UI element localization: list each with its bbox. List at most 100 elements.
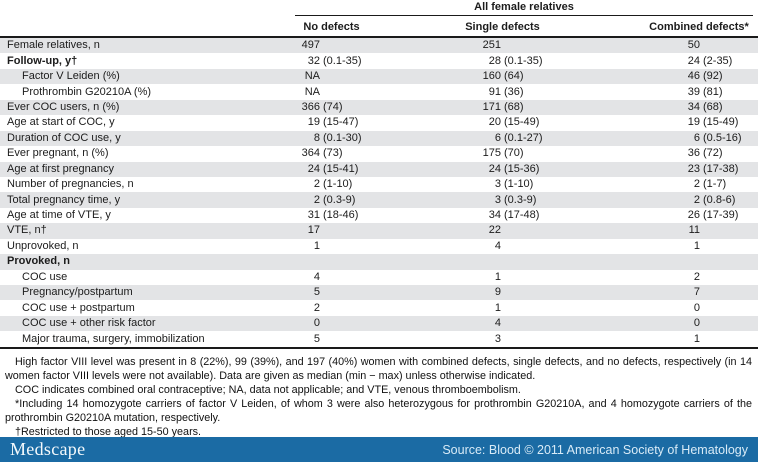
row-label: Ever COC users, n (%) [7, 100, 120, 113]
table-cell: 3 (1-10) [494, 178, 534, 191]
table-row: Pregnancy/postpartum 5 9 7 [0, 285, 758, 301]
column-header-row: No defects Single defects Combined defec… [0, 17, 758, 38]
table-cell: 20 (15-49) [488, 116, 540, 129]
row-label: Provoked, n [7, 255, 70, 268]
row-label: Follow-up, y† [7, 54, 78, 67]
row-label: Duration of COC use, y [7, 131, 121, 144]
table-row: COC use + other risk factor 0 4 0 [0, 315, 758, 332]
row-label: COC use + postpartum [22, 301, 135, 314]
row-label: Age at time of VTE, y [7, 209, 111, 222]
table-cell: 91 (36) [488, 85, 524, 98]
table-row: Major trauma, surgery, immobilization 5 3 1 [0, 331, 758, 346]
table-cell: NA [304, 70, 320, 83]
table-cell: 31 (18-46) [307, 209, 359, 222]
table-cell: 2 (1-10) [313, 178, 353, 191]
table-row: Prothrombin G20210A (%) NA 91 (36) 39 (81) [0, 84, 758, 99]
table-row: Ever pregnant, n (%) 364 (73) 175 (70) 36 (72) [0, 146, 758, 161]
footer-bar: Medscape Source: Blood © 2011 American S… [0, 437, 758, 462]
table-cell: 36 (72) [687, 147, 723, 160]
table-row: Unprovoked, n 1 4 1 [0, 239, 758, 254]
table-row: COC use + postpartum 2 1 0 [0, 300, 758, 315]
table-cell: 4 [494, 239, 501, 252]
row-label: Major trauma, surgery, immobilization [22, 332, 205, 345]
table-row: Number of pregnancies, n 2 (1-10) 3 (1-10) 2(… [0, 177, 758, 192]
table-cell: 2 [313, 301, 320, 314]
table-cell: 7 [693, 286, 700, 299]
table-row: Follow-up, y† 32 (0.1-35) 28 (0.1-35) 24 (2-35… [0, 53, 758, 68]
row-label: Female relatives, n [7, 39, 100, 52]
table-cell: 160 (64) [482, 70, 524, 83]
table-row: Total pregnancy time, y 2 (0.3-9) 3 (0.3-9) 2… [0, 192, 758, 208]
table-cell: 19 (15-47) [307, 116, 359, 129]
row-label: COC use + other risk factor [22, 317, 156, 330]
table-row: Duration of COC use, y 8 (0.1-30) 6 (0.1-27)… [0, 130, 758, 147]
table-cell: 1 [693, 332, 700, 345]
table-cell: 2 (0.8-6) [693, 193, 736, 206]
row-label: Ever pregnant, n (%) [7, 147, 109, 160]
table-cell: 39 (81) [687, 85, 723, 98]
table-row: VTE, n† 17 22 11 [0, 223, 758, 239]
table-cell: 5 [313, 286, 320, 299]
table-cell: 497 [301, 39, 320, 52]
table-cell: 19 (15-49) [687, 116, 739, 129]
table-cell: 24 (15-36) [488, 162, 540, 175]
table-cell: 22 [488, 224, 501, 237]
table-cell: 26 (17-39) [687, 209, 739, 222]
row-label: Number of pregnancies, n [7, 178, 134, 191]
row-label: Age at start of COC, y [7, 116, 115, 129]
table-cell: 5 [313, 332, 320, 345]
footnote: †Restricted to those aged 15-50 years. [15, 425, 202, 438]
table-cell: 0 [313, 317, 320, 330]
table-cell: 34 (17-48) [488, 209, 540, 222]
table-row: COC use 4 1 2 [0, 270, 758, 285]
column-header-combined-defects: Combined defects* [649, 20, 749, 33]
medscape-logo: Medscape [10, 439, 86, 459]
table-cell: 171 (68) [482, 100, 524, 113]
column-header-single-defects: Single defects [465, 20, 540, 33]
table-cell: 4 [494, 317, 501, 330]
row-label: Age at first pregnancy [7, 162, 115, 175]
row-label: Pregnancy/postpartum [22, 286, 133, 299]
table-cell: 46 (92) [687, 70, 723, 83]
footnote: High factor VIII level was present in 8 … [5, 355, 752, 382]
row-label: Unprovoked, n [7, 239, 79, 252]
table-cell: 50 [687, 39, 700, 52]
table-cell: 2 (0.3-9) [313, 193, 356, 206]
row-label: Prothrombin G20210A (%) [22, 85, 152, 98]
footnote: *Including 14 homozygote carriers of fac… [5, 397, 752, 424]
table-cell: 1 [693, 239, 700, 252]
row-label: Total pregnancy time, y [7, 193, 121, 206]
table-row: Factor V Leiden (%) NA 160 (64) 46 (92) [0, 68, 758, 85]
table-cell: 34 (68) [687, 100, 723, 113]
row-label: COC use [22, 270, 68, 283]
table-body: Female relatives, n 497 251 50 Follow-up, y†… [0, 38, 758, 349]
table-row: Provoked, n [0, 254, 758, 270]
table-cell: 17 [307, 224, 320, 237]
table-cell: 4 [313, 270, 320, 283]
column-header-no-defects: No defects [303, 20, 360, 33]
table-cell: 6 (0.5-16) [693, 131, 742, 144]
spanner-header: All female relatives [295, 0, 753, 16]
table-cell: 23 (17-38) [687, 162, 739, 175]
source-credit: Source: Blood © 2011 American Society of… [442, 442, 748, 457]
table-cell: 2 (1-7) [693, 178, 727, 191]
table-row: Ever COC users, n (%) 366 (74) 171 (68) 34 (68… [0, 99, 758, 116]
table-cell: NA [304, 85, 320, 98]
table-row: Age at first pregnancy 24 (15-41) 24 (15-36)… [0, 161, 758, 177]
table-cell: 28 (0.1-35) [488, 54, 543, 67]
table-cell: 2 [693, 270, 700, 283]
table-cell: 24 (15-41) [307, 162, 359, 175]
table-cell: 175 (70) [482, 147, 524, 160]
table-row: Age at start of COC, y 19 (15-47) 20 (15-49)… [0, 115, 758, 130]
table-cell: 6 (0.1-27) [494, 131, 543, 144]
table-cell: 1 [313, 239, 320, 252]
table-cell: 366 (74) [301, 100, 343, 113]
spanner-row: All female relatives [0, 0, 758, 17]
table-cell: 251 [482, 39, 501, 52]
table-cell: 1 [494, 301, 501, 314]
table-cell: 32 (0.1-35) [307, 54, 362, 67]
table-cell: 9 [494, 286, 501, 299]
table-row: Female relatives, n 497 251 50 [0, 38, 758, 54]
table-cell: 11 [688, 224, 700, 237]
